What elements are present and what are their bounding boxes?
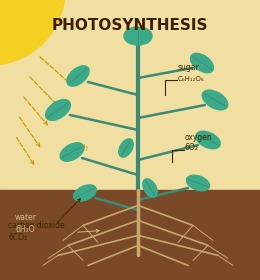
Ellipse shape (196, 131, 220, 149)
Ellipse shape (191, 53, 213, 73)
Ellipse shape (60, 143, 84, 161)
Ellipse shape (186, 175, 210, 191)
Circle shape (0, 0, 65, 65)
Text: 6O₂: 6O₂ (185, 143, 199, 152)
Ellipse shape (202, 90, 228, 110)
Text: 6H₂O: 6H₂O (15, 225, 35, 234)
Text: water: water (15, 213, 37, 222)
Ellipse shape (124, 27, 152, 45)
Text: ligth: ligth (72, 144, 89, 153)
Ellipse shape (119, 139, 133, 157)
Ellipse shape (74, 185, 96, 201)
Text: PHOTOSYNTHESIS: PHOTOSYNTHESIS (52, 18, 208, 33)
Ellipse shape (67, 66, 89, 86)
Text: sugar: sugar (178, 63, 200, 72)
Text: 6CO₂: 6CO₂ (8, 233, 27, 242)
Bar (0, 0, 260, 190)
Bar (0, 190, 260, 280)
Ellipse shape (46, 100, 70, 120)
Text: carbon dioxide: carbon dioxide (8, 221, 65, 230)
Ellipse shape (143, 179, 157, 197)
Text: C₆H₁₂O₆: C₆H₁₂O₆ (178, 76, 205, 82)
Text: oxygen: oxygen (185, 133, 213, 142)
